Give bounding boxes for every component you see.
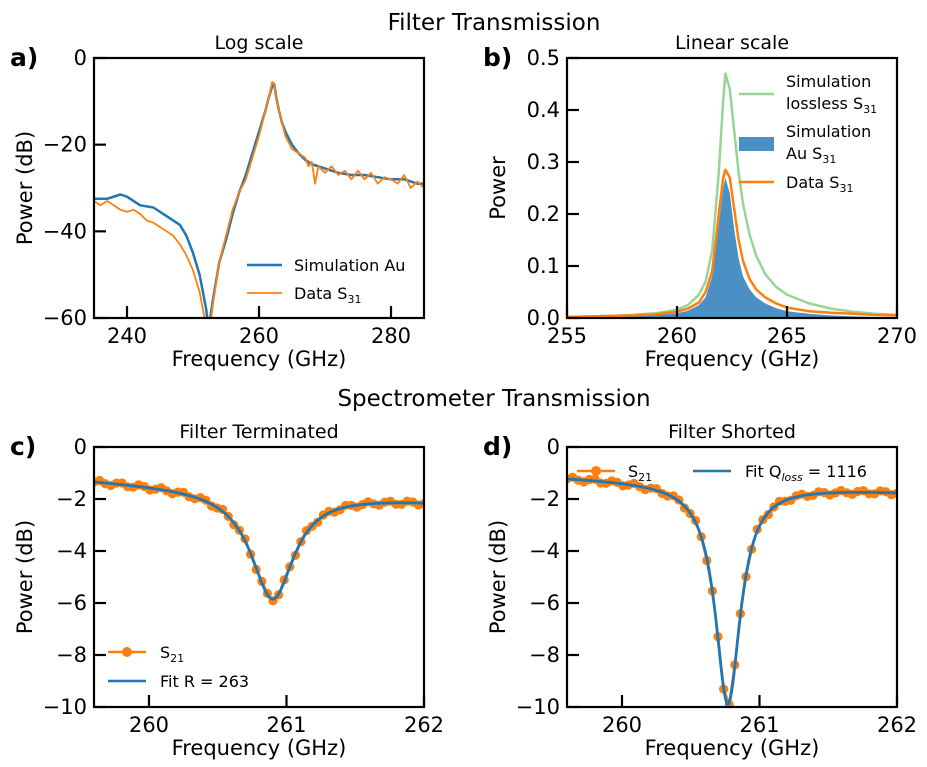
plot-area	[94, 475, 424, 606]
x-tick-label: 261	[266, 713, 306, 737]
y-tick-label: 0.3	[527, 150, 560, 174]
x-axis-label: Frequency (GHz)	[172, 347, 347, 371]
panel-3: 260 261 262 0 −2 −4 −6 −8 −10 Filter Terminated Fr…	[10, 421, 444, 760]
y-tick-label: 0.0	[527, 306, 560, 330]
panel-title: Log scale	[215, 32, 304, 54]
y-tick-label: −60	[43, 306, 87, 330]
y-tick-label: −8	[529, 643, 560, 667]
legend-label-data: Data S31	[294, 284, 361, 306]
y-tick-label: 0.4	[527, 98, 560, 122]
panel-title: Filter Terminated	[179, 421, 338, 443]
series-line-0	[567, 72, 897, 318]
axes-frame	[565, 445, 899, 709]
series-line-1	[94, 80, 424, 318]
y-tick-label: −8	[56, 643, 87, 667]
y-tick-label: 0	[74, 435, 87, 459]
legend-label-sim-au-1: Simulation	[786, 122, 871, 141]
legend-label-fit: Fit Qloss = 1116	[745, 462, 867, 484]
x-tick-label: 265	[767, 324, 807, 348]
axes-frame	[92, 445, 426, 709]
series-s21-line	[567, 475, 897, 705]
y-tick-label: −10	[43, 695, 87, 719]
x-tick-label: 280	[371, 324, 411, 348]
y-tick-label: −4	[56, 539, 87, 563]
y-tick-label: 0.1	[527, 254, 560, 278]
series-fit-line	[567, 477, 897, 706]
plot-area	[567, 472, 897, 707]
axes-frame	[565, 56, 899, 320]
legend-label-lossless-1: Simulation	[786, 72, 871, 91]
panel-title: Linear scale	[675, 32, 789, 54]
x-tick-label: 260	[239, 324, 279, 348]
y-tick-label: −4	[529, 539, 560, 563]
suptitle-spectrometer-transmission: Spectrometer Transmission	[337, 386, 650, 412]
y-tick-label: 0	[547, 435, 560, 459]
x-tick-label: 261	[739, 713, 779, 737]
x-tick-label: 240	[107, 324, 147, 348]
legend-swatch-sim-au	[739, 137, 774, 151]
y-tick-label: 0.5	[527, 46, 560, 70]
y-tick-label: −20	[43, 133, 87, 157]
x-axis-label: Frequency (GHz)	[172, 736, 347, 760]
legend-label-data: Data S31	[786, 173, 853, 195]
y-tick-label: −40	[43, 219, 87, 243]
legend-label-sim-au-2: Au S31	[786, 144, 836, 166]
legend: Simulation Au Data S31	[247, 256, 405, 306]
y-tick-label: 0.2	[527, 202, 560, 226]
x-tick-label: 262	[404, 713, 444, 737]
x-tick-label: 260	[602, 713, 642, 737]
x-axis-label: Frequency (GHz)	[645, 347, 820, 371]
series-fill-1	[567, 177, 897, 318]
y-tick-label: −6	[529, 591, 560, 615]
y-axis-label: Power (dB)	[13, 520, 37, 634]
x-axis-label: Frequency (GHz)	[645, 736, 820, 760]
series-fit-line	[94, 480, 424, 601]
y-axis-label: Power (dB)	[486, 520, 510, 634]
legend: S21 Fit R = 263	[108, 643, 249, 691]
panel-4: 260 261 262 0 −2 −4 −6 −8 −10 Filter Shorted Frequ…	[483, 421, 917, 760]
legend-marker-s21	[122, 647, 132, 657]
y-tick-label: −6	[56, 591, 87, 615]
panel-label: d)	[483, 432, 512, 461]
x-tick-label: 260	[129, 713, 169, 737]
legend-label-fit: Fit R = 263	[160, 672, 249, 691]
series-line-2	[567, 168, 897, 318]
panel-title: Filter Shorted	[668, 421, 796, 443]
legend-label-s21: S21	[160, 643, 184, 665]
legend-label-lossless-2: lossless S31	[786, 94, 877, 116]
x-tick-label: 255	[547, 324, 587, 348]
panel-label: c)	[10, 432, 36, 461]
x-tick-label: 262	[877, 713, 917, 737]
series-line-0	[94, 82, 424, 318]
legend: Simulation lossless S31 Simulation Au S31 Da…	[739, 72, 877, 195]
legend-marker-s21	[591, 466, 601, 476]
x-tick-label: 260	[657, 324, 697, 348]
y-tick-label: −2	[56, 487, 87, 511]
legend-label-s21: S21	[628, 462, 652, 484]
plot-area	[567, 72, 897, 318]
suptitle-filter-transmission: Filter Transmission	[388, 10, 601, 36]
axes-frame	[92, 56, 426, 320]
panel-2: 255 260 265 270 0.0 0.1 0.2 0.3 0.4 0.5 Linear sca…	[483, 32, 917, 371]
x-tick-label: 270	[877, 324, 917, 348]
y-axis-label: Power (dB)	[13, 131, 37, 245]
y-tick-label: 0	[74, 46, 87, 70]
legend: S21 Fit Qloss = 1116	[577, 462, 867, 484]
y-tick-label: −2	[529, 487, 560, 511]
panel-1: 240 260 280 0 −20 −40 −60 Log scale Frequency (G…	[10, 32, 426, 371]
plot-area	[94, 80, 424, 318]
panel-label: a)	[10, 43, 38, 72]
y-tick-label: −10	[516, 695, 560, 719]
y-axis-label: Power	[486, 156, 510, 220]
legend-label-sim-au: Simulation Au	[294, 256, 405, 275]
panel-label: b)	[483, 43, 512, 72]
